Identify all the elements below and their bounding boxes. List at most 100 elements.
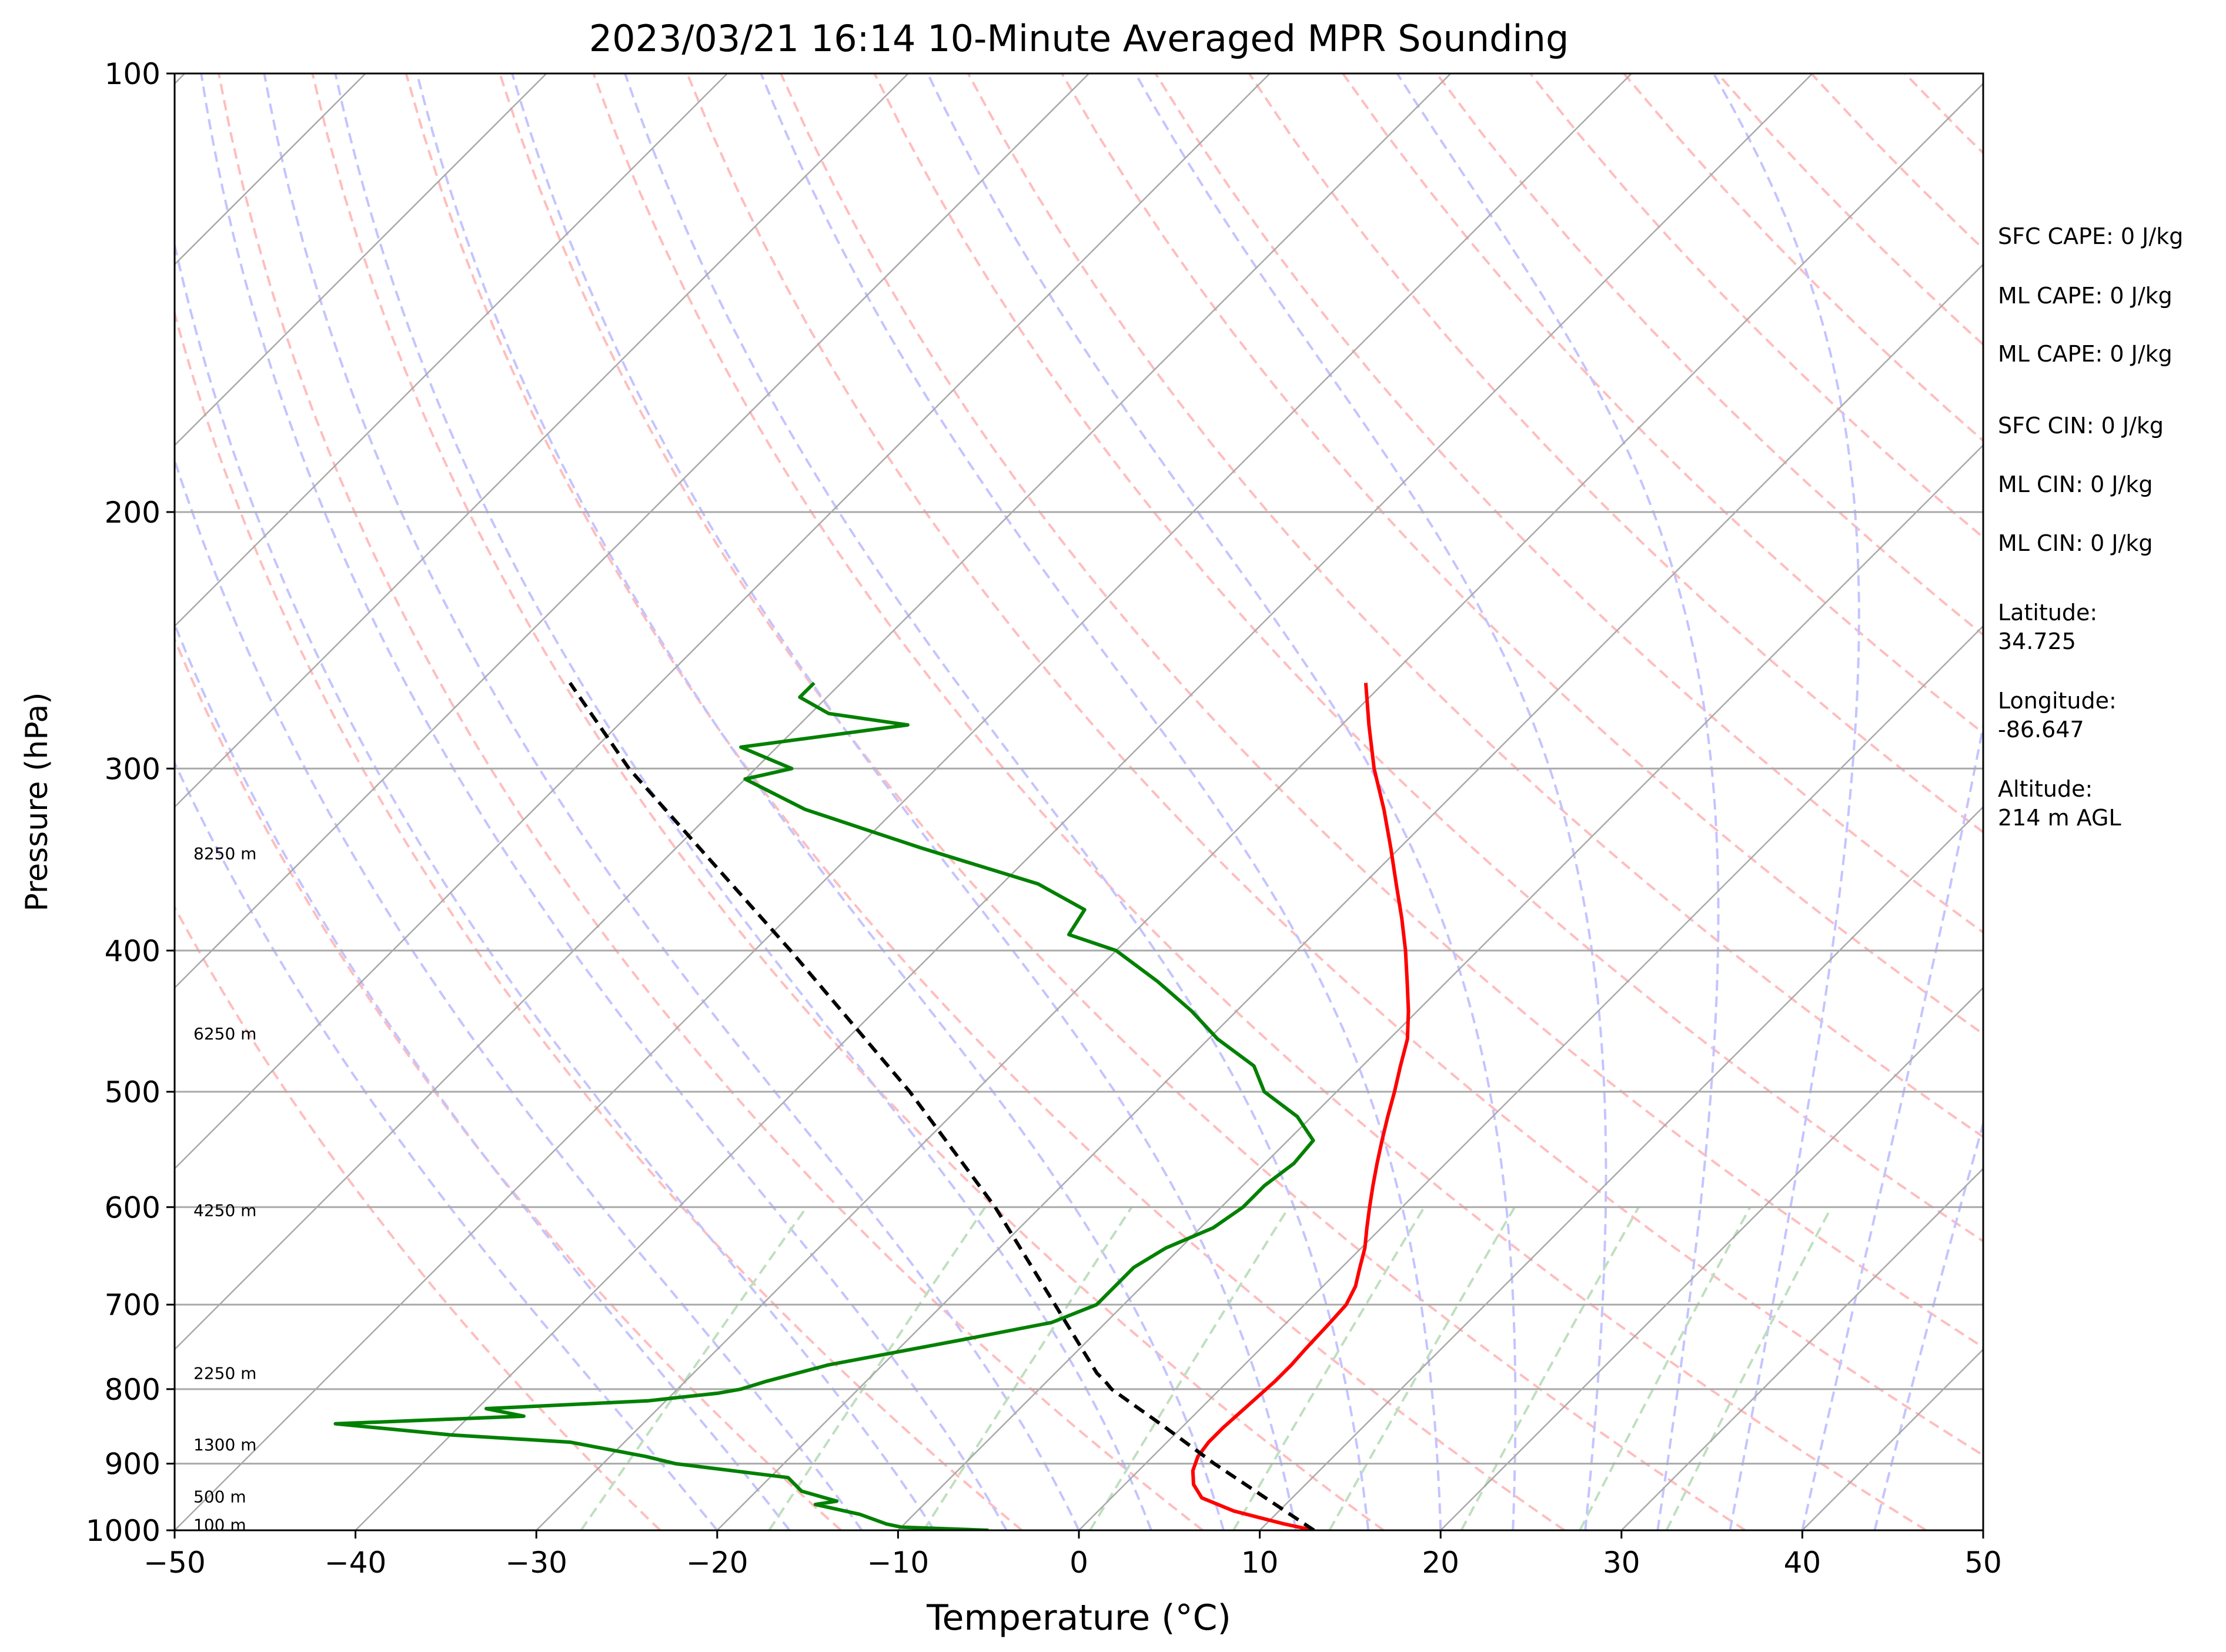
- y-tick-label: 1000: [86, 1514, 161, 1548]
- height-label: 500 m: [193, 1487, 246, 1507]
- dry-adiabat: [1154, 73, 1983, 934]
- isotherm-line: [175, 73, 728, 627]
- stat-text: -86.647: [1998, 717, 2084, 743]
- background-reference-lines: [175, 73, 1983, 1530]
- y-tick-label: 100: [105, 57, 161, 91]
- moist-adiabat: [200, 73, 1008, 1530]
- x-tick-label: −30: [505, 1546, 567, 1580]
- moist-adiabat: [1396, 73, 1720, 1530]
- isotherm-line: [175, 73, 1452, 1351]
- mixing-ratio-line: [1328, 1206, 1516, 1530]
- stat-text: Longitude:: [1998, 688, 2117, 714]
- height-label: 2250 m: [193, 1364, 256, 1383]
- height-label: 6250 m: [193, 1024, 256, 1044]
- stat-text: 214 m AGL: [1998, 805, 2121, 831]
- chart-title: 2023/03/21 16:14 10-Minute Averaged MPR …: [589, 17, 1569, 60]
- moist-adiabat: [263, 73, 1080, 1530]
- y-tick-label: 400: [105, 934, 161, 968]
- isotherm-line: [1078, 625, 1983, 1530]
- dry-adiabat: [873, 73, 1983, 1243]
- x-tick-label: 20: [1422, 1546, 1459, 1580]
- dry-adiabat: [1248, 73, 1983, 834]
- y-tick-label: 700: [105, 1288, 161, 1322]
- isotherm-line: [536, 82, 1983, 1530]
- y-tick-label: 800: [105, 1373, 161, 1407]
- x-tick-label: −10: [867, 1546, 930, 1580]
- mixing-ratio-line: [1232, 1206, 1426, 1530]
- dry-adiabat: [686, 73, 1983, 1457]
- y-axis-title: Pressure (hPa): [19, 693, 55, 912]
- stat-text: ML CIN: 0 J/kg: [1998, 471, 2153, 497]
- moist-adiabat: [511, 73, 1298, 1530]
- moist-adiabat: [1801, 720, 1983, 1530]
- dry-adiabat: [592, 73, 1927, 1530]
- isotherm-line: [355, 73, 1813, 1530]
- y-tick-label: 200: [105, 496, 161, 530]
- moist-adiabat: [1134, 73, 1607, 1530]
- moist-adiabat: [624, 73, 1370, 1530]
- dry-adiabat: [780, 73, 1983, 1349]
- series-layer: [333, 681, 1411, 1530]
- stat-text: 34.725: [1998, 628, 2076, 654]
- height-label: 8250 m: [193, 844, 256, 863]
- stat-text: Latitude:: [1998, 600, 2097, 626]
- height-label: 1300 m: [193, 1435, 256, 1454]
- height-labels: 100 m 500 m 1300 m 2250 m 4250 m 6250 m 8250 m: [193, 844, 256, 1534]
- dry-adiabat: [175, 636, 842, 1530]
- dry-adiabat: [175, 905, 661, 1530]
- isotherm-line: [175, 73, 1271, 1170]
- x-axis-title: Temperature (°C): [926, 1597, 1231, 1638]
- y-tick-label: 900: [105, 1447, 161, 1482]
- x-tick-label: −50: [143, 1546, 206, 1580]
- dry-adiabat: [311, 73, 1385, 1530]
- isotherm-line: [1620, 1168, 1983, 1530]
- x-tick-label: 0: [1069, 1546, 1088, 1580]
- stat-text: ML CIN: 0 J/kg: [1998, 530, 2153, 556]
- mixing-ratio-line: [1579, 1206, 1752, 1530]
- dry-adiabat: [175, 309, 1023, 1530]
- y-tick-label: 600: [105, 1190, 161, 1225]
- dry-adiabat: [967, 73, 1983, 1139]
- moist-adiabat: [175, 456, 863, 1530]
- x-tick-label: 30: [1603, 1546, 1640, 1580]
- x-axis-ticks: −50 −40 −30 −20 −10 0 10 20 30 40 50: [143, 1530, 2002, 1580]
- isotherm-line: [175, 73, 1090, 989]
- x-tick-label: 40: [1784, 1546, 1821, 1580]
- isotherm-line: [1440, 986, 1983, 1530]
- isotherm-line: [897, 444, 1983, 1530]
- moist-adiabat: [1712, 73, 1860, 1530]
- parcel-profile-line: [568, 681, 1315, 1530]
- moist-adiabat: [175, 240, 935, 1530]
- isotherm-line: [175, 73, 909, 808]
- isotherm-line: [1259, 805, 1983, 1530]
- height-label: 100 m: [193, 1515, 246, 1534]
- moist-adiabat: [1873, 1119, 1983, 1530]
- stat-text: Altitude:: [1998, 776, 2093, 802]
- x-tick-label: −40: [325, 1546, 387, 1580]
- moist-adiabat: [175, 621, 791, 1530]
- dewpoint-profile-line: [333, 681, 1315, 1530]
- dry-adiabat: [1061, 73, 1983, 1036]
- stat-text: ML CAPE: 0 J/kg: [1998, 341, 2172, 367]
- dry-adiabat: [218, 73, 1204, 1530]
- moist-adiabat: [334, 73, 1152, 1530]
- stat-text: ML CAPE: 0 J/kg: [1998, 283, 2172, 309]
- x-tick-label: −20: [686, 1546, 748, 1580]
- moist-adiabat: [926, 73, 1517, 1530]
- x-tick-label: 50: [1964, 1546, 2002, 1580]
- stat-text: SFC CAPE: 0 J/kg: [1998, 223, 2183, 249]
- moist-adiabat: [760, 73, 1442, 1530]
- height-label: 4250 m: [193, 1201, 256, 1220]
- x-tick-label: 10: [1241, 1546, 1279, 1580]
- isotherm-line: [175, 73, 1632, 1530]
- y-tick-label: 300: [105, 752, 161, 786]
- moist-adiabat: [416, 73, 1225, 1530]
- sounding-stats: SFC CAPE: 0 J/kg ML CAPE: 0 J/kg ML CAPE: …: [1998, 223, 2183, 831]
- y-tick-label: 500: [105, 1075, 161, 1109]
- isotherm-line: [175, 73, 547, 447]
- dry-adiabat: [1342, 73, 1983, 735]
- stat-text: SFC CIN: 0 J/kg: [1998, 413, 2164, 439]
- y-axis-ticks: 1000 900 800 700 600 500 400 300 200 100: [86, 57, 175, 1548]
- moist-adiabat: [175, 760, 718, 1530]
